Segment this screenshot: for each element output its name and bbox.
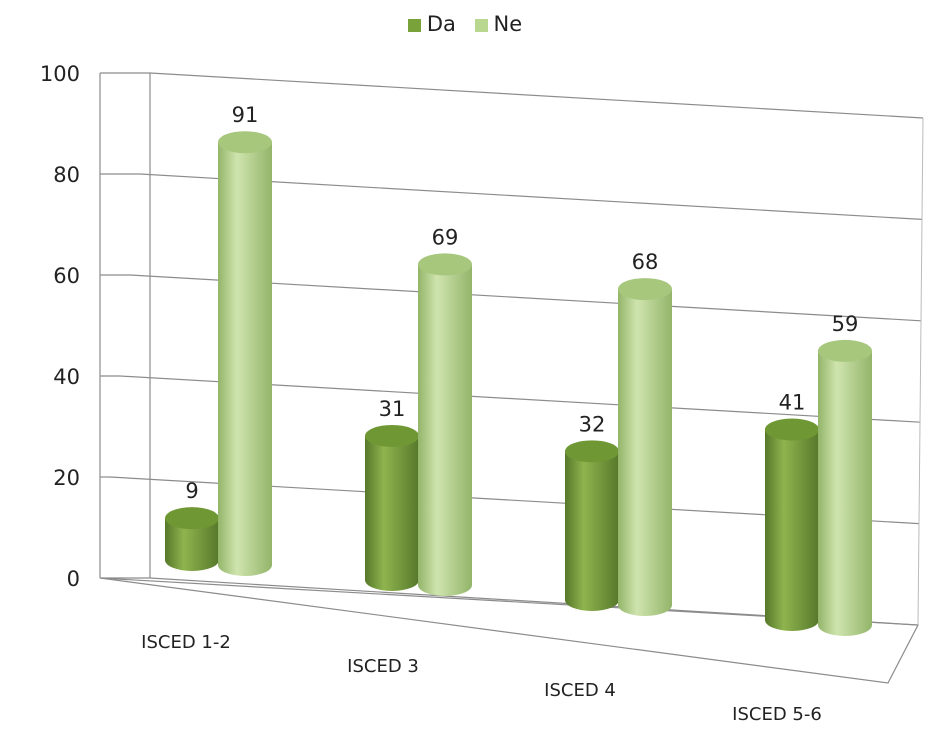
data-label: 32: [579, 412, 606, 436]
bar-da-0: [165, 507, 219, 571]
back-right-edge: [917, 117, 924, 626]
data-label: 9: [185, 479, 198, 503]
bar-ne-0: [218, 131, 272, 576]
bar-top: [165, 507, 219, 530]
y-tick-label: 40: [53, 365, 80, 389]
bar-top: [418, 253, 472, 276]
bar-ne-3: [818, 339, 872, 636]
bar-ne-1: [418, 253, 472, 596]
x-tick-label: ISCED 5-6: [732, 704, 822, 725]
x-tick-label: ISCED 3: [347, 656, 419, 677]
data-label: 69: [432, 225, 459, 249]
data-label: 59: [832, 312, 859, 336]
legend-label-ne: Ne: [493, 12, 523, 36]
bar-top: [818, 339, 872, 362]
legend-label-da: Da: [426, 12, 456, 36]
bar-body: [765, 429, 819, 620]
y-tick-label: 100: [40, 62, 80, 86]
bar-base: [218, 554, 272, 576]
x-tick-label: ISCED 1-2: [141, 632, 231, 653]
data-label: 31: [379, 397, 406, 421]
bar-da-1: [365, 424, 419, 591]
bar-top: [565, 440, 619, 463]
data-label: 68: [632, 250, 659, 274]
bar-base: [618, 594, 672, 616]
bar-body: [818, 350, 872, 625]
bar-base: [365, 569, 419, 591]
bar-top: [218, 131, 272, 154]
bar-base: [418, 574, 472, 596]
bar-da-3: [765, 418, 819, 631]
y-tick-label: 60: [53, 264, 80, 288]
bar-ne-2: [618, 278, 672, 616]
bar-body: [418, 264, 472, 585]
bar-base: [818, 614, 872, 636]
bar-base: [765, 609, 819, 631]
legend-swatch-da: [407, 19, 421, 32]
legend-item-ne: Ne: [474, 12, 523, 36]
bar-top: [765, 418, 819, 441]
legend-swatch-ne: [474, 19, 488, 32]
bar-body: [365, 435, 419, 580]
y-tick-label: 80: [53, 163, 80, 187]
bar-body: [565, 451, 619, 600]
legend: Da Ne: [0, 12, 930, 36]
data-label: 41: [779, 391, 806, 415]
gridline: [149, 72, 924, 119]
y-tick-label: 20: [53, 466, 80, 490]
y-tick-label: 0: [67, 567, 80, 591]
bar-body: [618, 289, 672, 605]
x-tick-label: ISCED 4: [544, 680, 616, 701]
legend-item-da: Da: [407, 12, 456, 36]
bar-body: [218, 142, 272, 566]
bar-base: [565, 589, 619, 611]
bar-top: [618, 278, 672, 301]
bar-da-2: [565, 440, 619, 611]
bar-base: [165, 549, 219, 571]
bar-top: [365, 424, 419, 447]
data-label: 91: [232, 103, 259, 127]
